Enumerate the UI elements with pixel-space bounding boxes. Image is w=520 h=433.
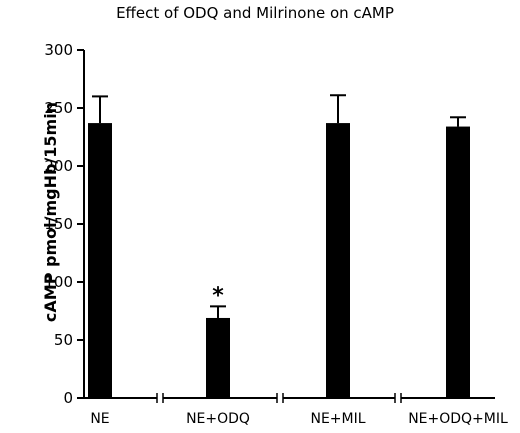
y-tick-label: 150 — [44, 215, 73, 233]
y-tick-label: 100 — [44, 273, 73, 291]
y-axis-label: cAMP pmol/mgHb/15min — [41, 102, 60, 322]
bar — [446, 126, 470, 398]
y-tick-label: 300 — [44, 41, 73, 59]
y-tick-label: 200 — [44, 157, 73, 175]
axes — [83, 50, 495, 403]
bar — [88, 123, 112, 398]
x-tick-label: NE+MIL — [310, 411, 365, 427]
x-tick-label: NE+ODQ+MIL — [408, 411, 508, 427]
bar — [206, 317, 230, 398]
y-ticks: 0 50 100 150 200 250 300 — [44, 41, 84, 407]
y-tick-label: 250 — [44, 99, 73, 117]
y-tick-label: 50 — [54, 331, 73, 349]
x-tick-labels: NE NE+ODQ NE+MIL NE+ODQ+MIL — [90, 411, 508, 427]
x-tick-label: NE+ODQ — [186, 411, 250, 427]
bars — [88, 123, 470, 398]
chart-title: Effect of ODQ and Milrinone on cAMP — [116, 4, 394, 22]
significance-annotation: * — [212, 283, 224, 308]
x-tick-label: NE — [90, 411, 109, 427]
error-bars — [92, 94, 466, 318]
bar — [326, 123, 350, 398]
annotations: * — [212, 283, 224, 308]
y-tick-label: 0 — [63, 389, 73, 407]
